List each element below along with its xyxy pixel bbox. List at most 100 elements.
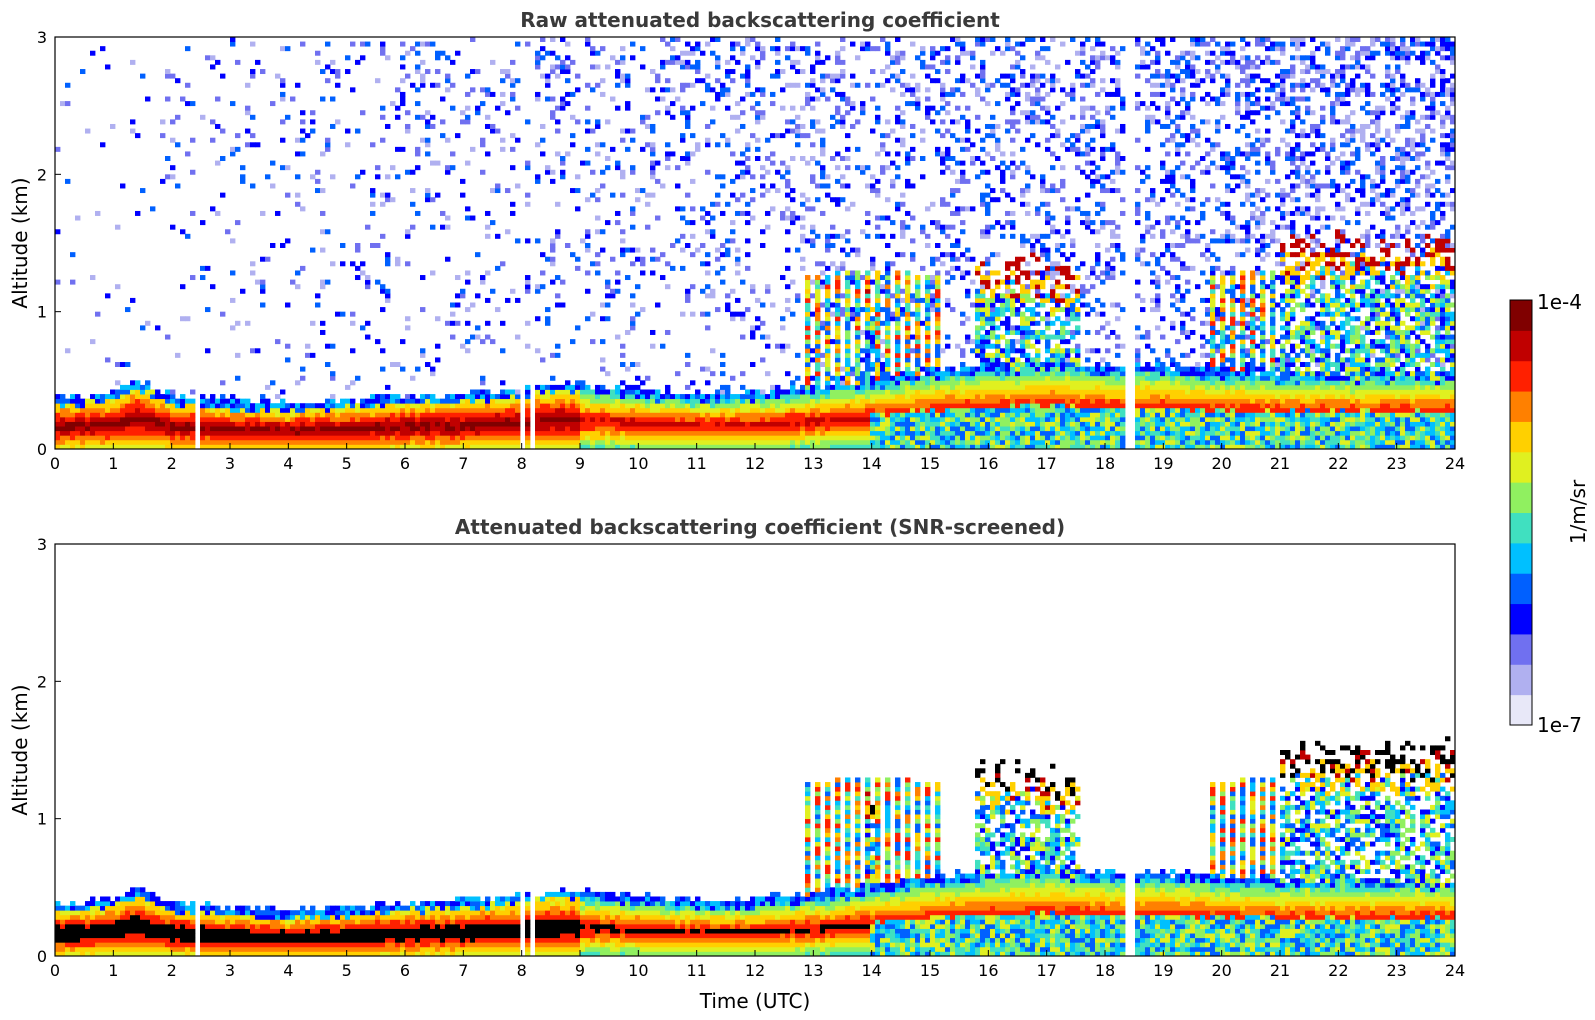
heatmap-cell (490, 188, 496, 194)
heatmap-cell (515, 398, 521, 404)
heatmap-cell (445, 78, 451, 84)
heatmap-cell (700, 243, 706, 248)
heatmap-cell (850, 279, 856, 285)
heatmap-cell (635, 412, 641, 418)
heatmap-cell (590, 439, 596, 445)
heatmap-cell (255, 412, 261, 418)
heatmap-cell (835, 105, 841, 111)
heatmap-cell (940, 151, 946, 157)
heatmap-cell (930, 261, 936, 267)
heatmap-cell (760, 430, 766, 436)
heatmap-cell (795, 375, 801, 381)
heatmap-cell (775, 407, 781, 413)
heatmap-cell (850, 201, 856, 207)
heatmap-cell (255, 279, 261, 285)
heatmap-cell (855, 329, 861, 335)
heatmap-cell (140, 407, 146, 413)
heatmap-cell (1005, 421, 1011, 427)
heatmap-cell (415, 87, 421, 93)
heatmap-cell (995, 297, 1001, 303)
heatmap-cell (255, 430, 261, 436)
heatmap-cell (385, 252, 391, 258)
heatmap-cell (345, 421, 351, 427)
heatmap-cell (630, 444, 636, 450)
heatmap-cell (895, 55, 901, 61)
heatmap-cell (1020, 371, 1026, 377)
heatmap-cell (470, 334, 476, 340)
heatmap-cell (605, 316, 611, 322)
heatmap-cell (895, 435, 901, 441)
heatmap-cell (325, 430, 331, 436)
heatmap-cell (875, 224, 881, 230)
heatmap-cell (250, 114, 256, 120)
heatmap-cell (855, 82, 861, 88)
heatmap-cell (695, 142, 701, 148)
heatmap-cell (535, 394, 541, 400)
heatmap-cell (410, 398, 416, 404)
heatmap-cell (975, 403, 981, 409)
heatmap-cell (810, 96, 816, 102)
heatmap-cell (360, 398, 366, 404)
heatmap-cell (1005, 96, 1011, 102)
heatmap-cell (950, 91, 956, 97)
heatmap-cell (800, 238, 806, 244)
heatmap-cell (125, 403, 131, 409)
heatmap-cell (190, 439, 196, 445)
heatmap-cell (565, 412, 571, 418)
heatmap-cell (860, 46, 866, 52)
heatmap-cell (515, 41, 521, 47)
heatmap-cell (960, 311, 966, 317)
heatmap-cell (425, 439, 431, 445)
heatmap-cell (650, 192, 656, 198)
heatmap-cell (545, 307, 551, 313)
heatmap-cell (830, 426, 836, 432)
heatmap-cell (820, 325, 826, 331)
heatmap-cell (820, 279, 826, 285)
heatmap-cell (165, 156, 171, 161)
heatmap-cell (580, 384, 586, 390)
heatmap-cell (80, 398, 86, 404)
heatmap-cell (465, 73, 471, 79)
heatmap-cell (560, 302, 566, 308)
heatmap-cell (475, 105, 481, 111)
heatmap-cell (1005, 165, 1011, 171)
heatmap-cell (950, 412, 956, 418)
heatmap-cell (730, 220, 736, 226)
heatmap-cell (525, 119, 531, 125)
heatmap-cell (915, 329, 921, 335)
heatmap-cell (750, 329, 756, 335)
heatmap-cell (535, 238, 541, 244)
heatmap-cell (560, 394, 566, 400)
heatmap-cell (880, 284, 886, 290)
heatmap-cell (735, 59, 741, 65)
heatmap-cell (985, 412, 991, 418)
heatmap-cell (660, 275, 666, 281)
heatmap-cell (420, 394, 426, 400)
heatmap-cell (210, 416, 216, 422)
heatmap-cell (125, 426, 131, 432)
heatmap-cell (835, 279, 841, 285)
heatmap-cell (130, 407, 136, 413)
heatmap-cell (480, 444, 486, 450)
heatmap-cell (680, 416, 686, 422)
heatmap-cell (745, 82, 751, 88)
heatmap-cell (100, 416, 106, 422)
heatmap-cell (935, 398, 941, 404)
heatmap-cell (535, 435, 541, 441)
heatmap-cell (1000, 371, 1006, 377)
heatmap-cell (845, 293, 851, 299)
heatmap-cell (925, 343, 931, 349)
heatmap-cell (435, 69, 441, 75)
heatmap-cell (160, 421, 166, 427)
heatmap-cell (800, 233, 806, 239)
heatmap-cell (970, 375, 976, 381)
heatmap-cell (700, 435, 706, 441)
heatmap-cell (100, 403, 106, 409)
heatmap-cell (575, 380, 581, 386)
heatmap-cell (890, 261, 896, 267)
heatmap-cell (800, 256, 806, 262)
heatmap-cell (1020, 270, 1026, 276)
heatmap-cell (720, 439, 726, 445)
heatmap-cell (555, 352, 561, 358)
heatmap-cell (1010, 197, 1016, 203)
